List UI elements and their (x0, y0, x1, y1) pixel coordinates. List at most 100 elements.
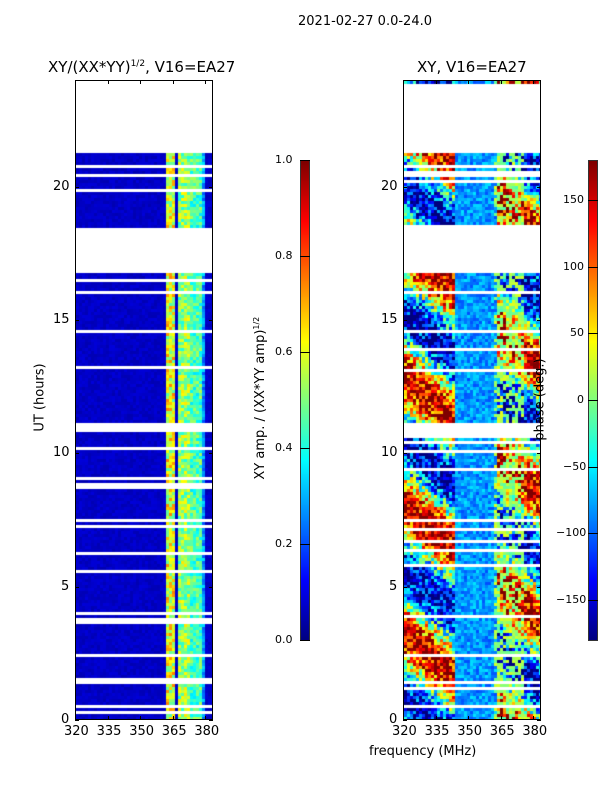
y-tick (75, 453, 79, 455)
x-tick-label: 380 (522, 724, 548, 739)
x-tick (205, 716, 207, 720)
colorbar-tick (588, 266, 598, 268)
y-tick-label: 0 (61, 712, 70, 727)
x-tick (533, 716, 535, 720)
colorbar-tick (300, 544, 310, 545)
y-tick-right (537, 720, 541, 721)
x-tick-top (205, 80, 207, 84)
x-tick (500, 716, 502, 720)
colorbar-tick (588, 600, 598, 601)
right-heatmap (404, 81, 540, 719)
x-tick (403, 716, 404, 720)
left-ylabel: UT (hours) (32, 363, 48, 432)
colorbar-tick (588, 533, 598, 535)
colorbar-tick (588, 333, 598, 335)
y-tick (403, 320, 407, 321)
left-colorbar-gradient (301, 161, 309, 640)
colorbar-tick (588, 466, 598, 468)
x-tick (172, 716, 174, 720)
y-tick-right (209, 186, 213, 188)
x-tick (468, 716, 470, 720)
right-colorbar-label: phase (deg.) (532, 358, 548, 441)
y-tick-label: 5 (389, 578, 398, 594)
left-heatmap-axes (75, 80, 213, 720)
x-tick-top (435, 80, 437, 84)
left-heatmap (76, 81, 212, 719)
x-tick-label: 335 (96, 724, 122, 739)
x-tick-top (107, 80, 109, 84)
y-tick (75, 586, 79, 588)
x-tick-top (75, 80, 76, 84)
y-tick (403, 720, 407, 721)
y-tick (403, 186, 407, 188)
x-tick (435, 716, 437, 720)
y-tick-label: 5 (61, 578, 70, 594)
x-tick-top (172, 80, 174, 84)
y-tick-right (209, 320, 213, 321)
left-colorbar-label: XY amp. / (XX*YY amp)1/2 (251, 316, 269, 480)
x-tick-label: 350 (457, 724, 483, 739)
y-tick-label: 20 (53, 178, 70, 194)
y-tick-right (537, 320, 541, 321)
y-tick-right (537, 186, 541, 188)
colorbar-tick-label: 150 (563, 193, 584, 206)
x-tick-top (468, 80, 470, 84)
x-tick-label: 320 (64, 724, 89, 739)
x-tick-top (533, 80, 535, 84)
colorbar-tick-label: 0 (577, 393, 584, 406)
colorbar-tick (300, 448, 310, 449)
colorbar-tick-label: 1.0 (275, 153, 293, 166)
colorbar-tick-label: −150 (556, 593, 587, 606)
x-tick-top (140, 80, 142, 84)
right-heatmap-axes (403, 80, 541, 720)
x-tick-label: 320 (392, 724, 417, 739)
colorbar-tick-label: 0.6 (275, 345, 293, 358)
x-tick-top (403, 80, 404, 84)
x-tick-label: 350 (129, 724, 155, 739)
left-colorbar (300, 160, 310, 641)
y-tick (75, 720, 79, 721)
x-tick (75, 716, 76, 720)
y-tick-right (537, 453, 541, 455)
x-tick (107, 716, 109, 720)
y-tick-label: 20 (381, 178, 398, 194)
x-tick (140, 716, 142, 720)
x-tick-label: 365 (161, 724, 187, 739)
colorbar-tick-label: −100 (556, 526, 587, 540)
y-tick-right (209, 586, 213, 588)
colorbar-tick (300, 256, 310, 257)
y-tick-right (209, 453, 213, 455)
x-tick-label: 335 (424, 724, 450, 739)
y-tick-label: 10 (381, 445, 398, 461)
y-tick (403, 586, 407, 588)
x-tick-label: 380 (194, 724, 220, 739)
colorbar-tick-label: −50 (563, 459, 587, 473)
y-tick-right (209, 720, 213, 721)
y-tick-label: 15 (53, 312, 70, 327)
colorbar-tick (300, 640, 310, 641)
colorbar-tick (300, 352, 310, 353)
colorbar-tick-label: 0.0 (275, 633, 293, 646)
x-tick-label: 365 (489, 724, 515, 739)
xlabel: frequency (MHz) (369, 744, 477, 759)
y-tick-label: 0 (389, 712, 398, 727)
x-tick-top (500, 80, 502, 84)
colorbar-tick-label: 50 (570, 326, 584, 340)
left-panel-title: XY/(XX*YY)1/2, V16=EA27 (48, 58, 236, 76)
colorbar-tick (588, 200, 598, 201)
y-tick (403, 453, 407, 455)
colorbar-tick-label: 0.8 (275, 249, 293, 262)
y-tick-label: 15 (381, 312, 398, 327)
colorbar-tick-label: 0.2 (275, 537, 293, 550)
right-panel-title: XY, V16=EA27 (417, 58, 527, 76)
colorbar-tick-label: 0.4 (275, 441, 293, 454)
y-tick (75, 186, 79, 188)
colorbar-tick-label: 100 (563, 259, 584, 273)
y-tick-right (537, 586, 541, 588)
y-tick-label: 10 (53, 445, 70, 461)
figure-suptitle: 2021-02-27 0.0-24.0 (298, 14, 432, 29)
y-tick (75, 320, 79, 321)
colorbar-tick (300, 160, 310, 161)
colorbar-tick (588, 400, 598, 401)
